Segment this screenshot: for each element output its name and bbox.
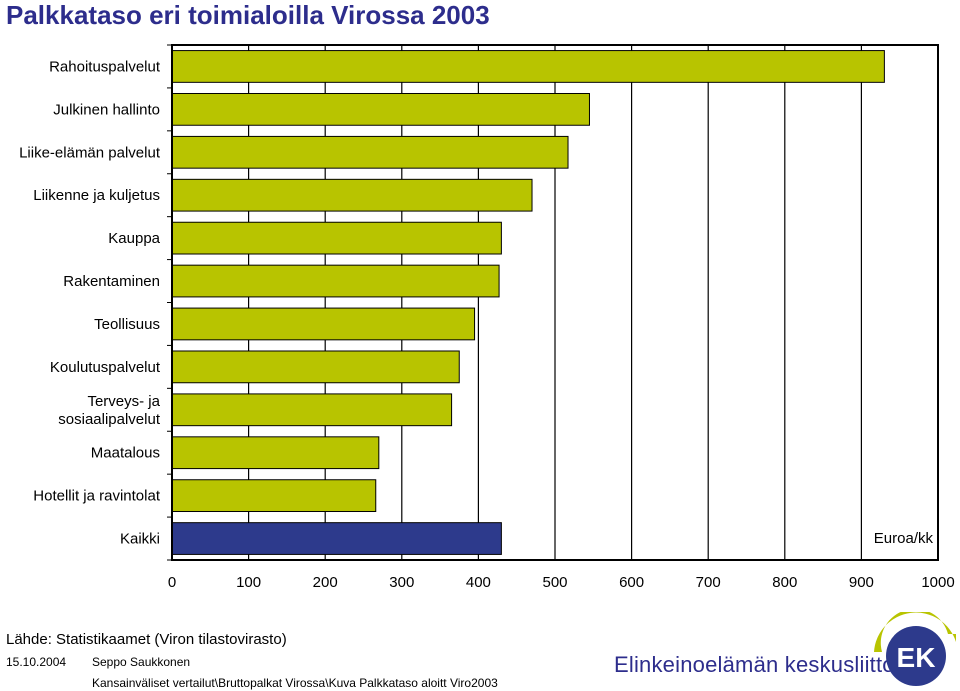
- x-tick-label: 0: [168, 574, 176, 591]
- bar: [171, 92, 590, 126]
- category-label: Liikenne ja kuljetus: [33, 187, 160, 204]
- bar: [171, 50, 885, 83]
- plot-frame: [171, 44, 939, 561]
- category-label: Maatalous: [91, 445, 160, 462]
- x-tick-label: 1000: [921, 574, 954, 591]
- footer-file-path: Kansainväliset vertailut\Bruttopalkat Vi…: [92, 676, 498, 690]
- footer-author: Seppo Saukkonen: [92, 655, 191, 669]
- category-label: Rahoituspalvelut: [49, 58, 161, 75]
- category-label: Liike-elämän palvelut: [19, 144, 161, 161]
- x-tick-label: 300: [389, 574, 414, 591]
- category-label: Julkinen hallinto: [53, 101, 160, 118]
- bar: [171, 264, 500, 298]
- x-tick-label: 400: [466, 574, 491, 591]
- ek-logo: EK: [874, 612, 956, 686]
- x-tick-label: 900: [849, 574, 874, 591]
- category-label: Koulutuspalvelut: [50, 359, 161, 376]
- x-tick-label: 200: [313, 574, 338, 591]
- source-note: Lähde: Statistikaamet (Viron tilastovira…: [6, 631, 287, 648]
- x-tick-label: 800: [772, 574, 797, 591]
- bar-chart: Rahoituspalvelut Julkinen hallinto Liike-e…: [19, 44, 955, 591]
- bar: [171, 393, 453, 427]
- bar: [171, 350, 460, 384]
- bar: [171, 178, 533, 212]
- category-label: Teollisuus: [94, 316, 160, 333]
- footer-date: 15.10.2004: [6, 655, 67, 669]
- bar: [171, 307, 476, 341]
- bar: [171, 221, 502, 255]
- bar: [171, 436, 380, 470]
- category-label: sosiaalipalvelut: [58, 411, 161, 428]
- category-label: Terveys- ja: [87, 393, 160, 410]
- bar: [171, 479, 377, 513]
- organization-name: Elinkeinoelämän keskusliitto: [614, 652, 895, 677]
- chart-title: Palkkataso eri toimialoilla Virossa 2003: [6, 0, 490, 30]
- category-label: Hotellit ja ravintolat: [33, 488, 161, 505]
- category-label: Rakentaminen: [63, 273, 160, 290]
- category-label: Kaikki: [120, 531, 160, 548]
- unit-label: Euroa/kk: [874, 530, 934, 547]
- logo-lettering: EK: [897, 642, 936, 673]
- x-tick-label: 100: [236, 574, 261, 591]
- bar: [171, 135, 569, 169]
- x-tick-label: 500: [542, 574, 567, 591]
- x-tick-label: 700: [696, 574, 721, 591]
- category-label: Kauppa: [108, 230, 160, 247]
- x-tick-label: 600: [619, 574, 644, 591]
- bar: [171, 522, 502, 555]
